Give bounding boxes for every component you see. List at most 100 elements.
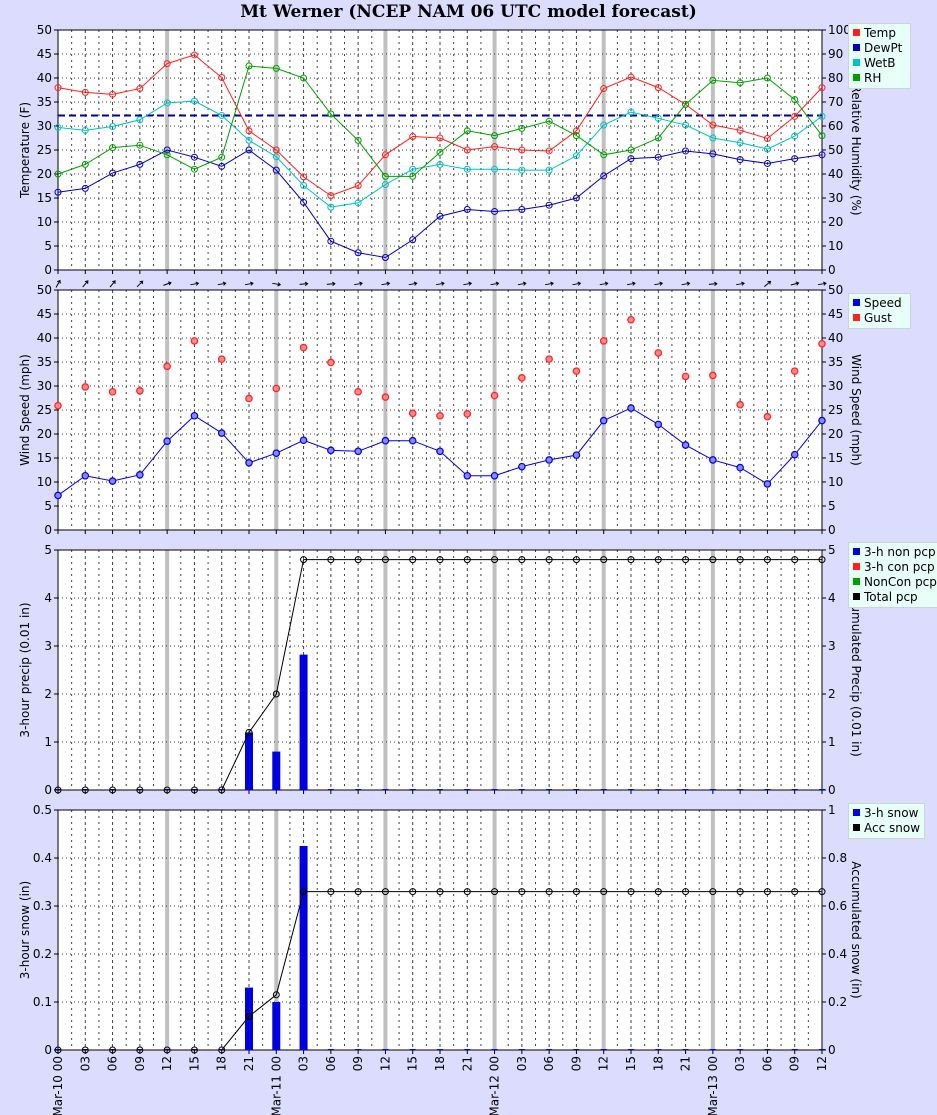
wind-arrow-head: [823, 281, 827, 286]
data-point-gust: [763, 412, 772, 421]
y-right-tick-label: 0: [828, 1043, 836, 1057]
data-point-dewpt: [81, 184, 89, 192]
wind-direction-arrow: [381, 281, 391, 286]
y-right-tick-label: 0.2: [828, 995, 847, 1009]
data-point-wetb: [354, 199, 362, 207]
wind-arrow-head: [222, 281, 227, 286]
data-point-dewpt: [272, 166, 280, 174]
data-point-dewpt: [791, 155, 799, 163]
data-point-speed: [463, 471, 472, 480]
x-tick-label: 12: [160, 1056, 174, 1071]
data-point-speed: [490, 471, 499, 480]
data-point-wetb: [272, 153, 280, 161]
data-point-speed: [190, 411, 199, 420]
wind-arrow-shaft: [517, 282, 526, 286]
data-point-speed: [136, 470, 144, 479]
data-point-total-pcp: [81, 786, 89, 794]
data-point-total-pcp: [791, 556, 799, 564]
data-point-acc-snow: [245, 1012, 253, 1020]
y-axis-label: 3-hour snow (in): [18, 881, 32, 979]
x-tick-label: 03: [733, 1056, 747, 1071]
data-point-gust: [272, 384, 281, 393]
data-point-rh: [136, 141, 144, 149]
wind-direction-arrow: [190, 281, 200, 286]
wind-direction-arrow: [817, 281, 827, 286]
data-point-wetb: [572, 152, 580, 160]
data-point-speed: [818, 416, 826, 425]
x-tick-label: 12: [815, 1056, 829, 1071]
x-tick-label: 09: [133, 1056, 147, 1071]
y-tick-label: 5: [44, 239, 52, 253]
wind-arrow-shaft: [463, 282, 472, 286]
x-tick-label: 21: [679, 1056, 693, 1071]
data-point-speed: [408, 436, 417, 445]
wind-direction-arrow: [463, 281, 473, 286]
data-point-dewpt: [818, 151, 826, 159]
wind-arrow-shaft: [381, 282, 390, 286]
series-line-rh: [57, 65, 823, 177]
data-point-rh: [245, 62, 253, 70]
legend-item-speed: Speed: [853, 296, 905, 311]
data-point-rh: [300, 74, 308, 82]
data-point-total-pcp: [818, 556, 826, 564]
wind-arrow-head: [522, 281, 527, 286]
data-point-rh: [545, 117, 553, 125]
wind-direction-arrow: [272, 282, 282, 287]
y-tick-label: 45: [37, 307, 52, 321]
data-point-dewpt: [682, 147, 690, 155]
wind-direction-arrow: [109, 280, 116, 288]
data-point-temp: [600, 85, 608, 93]
wind-arrow-head: [495, 281, 500, 286]
wind-arrow-shaft: [326, 283, 335, 285]
legend-item-wetb: WetB: [853, 56, 905, 71]
data-point-speed: [81, 471, 90, 480]
data-point-total-pcp: [354, 556, 362, 564]
wind-direction-arrow: [736, 281, 745, 286]
data-point-dewpt: [381, 254, 389, 262]
x-tick-label: 06: [106, 1056, 120, 1071]
y-right-tick-label: 5: [828, 499, 836, 513]
y-tick-label: 3: [44, 639, 52, 653]
y-right-tick-label: 0: [828, 263, 836, 277]
y-tick-label: 5: [44, 543, 52, 557]
y-tick-label: 0: [44, 263, 52, 277]
data-point-dewpt: [491, 207, 499, 215]
data-point-speed: [163, 437, 171, 446]
x-tick-label: Mar-13 00: [706, 1056, 720, 1115]
y-right-tick-label: 40: [828, 167, 843, 181]
wind-arrow-head: [359, 281, 363, 286]
legend-item-total-pcp: Total pcp: [853, 590, 935, 605]
y-tick-label: 0.4: [33, 851, 52, 865]
data-point-gust: [299, 343, 308, 352]
data-point-wetb: [163, 99, 171, 107]
data-point-temp: [54, 84, 62, 92]
data-point-acc-snow: [545, 888, 553, 896]
y-tick-label: 20: [37, 167, 52, 181]
y-right-tick-label: 60: [828, 119, 843, 133]
data-point-wetb: [409, 165, 417, 173]
x-tick-label: 21: [460, 1056, 474, 1071]
data-point-rh: [818, 132, 826, 140]
data-point-total-pcp: [518, 556, 526, 564]
y-right-tick-label: 20: [828, 215, 843, 229]
data-point-acc-snow: [381, 888, 389, 896]
data-point-rh: [81, 160, 89, 168]
x-tick-label: 09: [569, 1056, 583, 1071]
x-tick-label: 15: [187, 1056, 201, 1071]
data-point-acc-snow: [491, 888, 499, 896]
data-point-rh: [327, 110, 335, 118]
grid-lines: [58, 810, 822, 1050]
y-right-axis-label: Wind Speed (mph): [849, 354, 863, 466]
data-point-total-pcp: [763, 556, 771, 564]
data-point-total-pcp: [709, 556, 717, 564]
legend-item-noncon-pcp: NonCon pcp: [853, 575, 937, 590]
y-tick-label: 15: [37, 191, 52, 205]
y-right-tick-label: 0.6: [828, 899, 847, 913]
wind-arrow-head: [741, 281, 745, 286]
data-point-total-pcp: [436, 556, 444, 564]
data-point-speed: [518, 462, 526, 471]
y-right-tick-label: 10: [828, 239, 843, 253]
data-point-gust: [599, 337, 608, 345]
data-point-wetb: [518, 166, 526, 174]
y-right-tick-label: 15: [828, 451, 843, 465]
